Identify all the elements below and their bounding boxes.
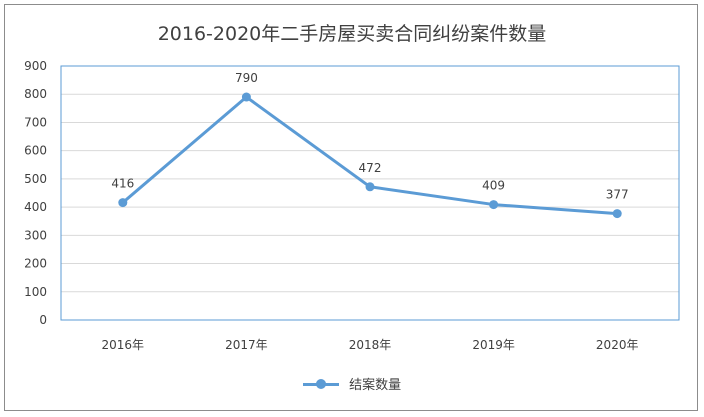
x-tick-label: 2017年 [225, 338, 268, 352]
data-label: 472 [359, 161, 382, 175]
chart-title: 2016-2020年二手房屋买卖合同纠纷案件数量 [157, 23, 547, 45]
data-point [612, 209, 622, 219]
data-label: 790 [235, 71, 258, 85]
data-point [489, 200, 499, 210]
legend: 结案数量 [0, 374, 704, 393]
x-tick-label: 2020年 [596, 338, 639, 352]
y-tick-label: 100 [24, 285, 47, 299]
data-label: 409 [482, 179, 505, 193]
legend-marker [302, 378, 339, 390]
y-tick-label: 0 [39, 313, 47, 327]
x-tick-label: 2019年 [472, 338, 515, 352]
y-tick-label: 500 [24, 172, 47, 186]
x-tick-label: 2018年 [349, 338, 392, 352]
y-tick-label: 400 [24, 200, 47, 214]
y-tick-label: 700 [24, 115, 47, 129]
data-point [241, 92, 251, 102]
y-tick-label: 900 [24, 59, 47, 73]
y-tick-label: 300 [24, 228, 47, 242]
legend-label: 结案数量 [349, 378, 402, 393]
y-tick-label: 800 [24, 87, 47, 101]
data-label: 377 [606, 188, 629, 202]
x-tick-label: 2016年 [102, 338, 145, 352]
data-point [118, 198, 128, 208]
y-tick-label: 600 [24, 144, 47, 158]
plot-area [60, 65, 680, 321]
data-label: 416 [111, 177, 134, 191]
data-point [365, 182, 375, 192]
y-tick-label: 200 [24, 257, 47, 271]
series-line [121, 95, 618, 216]
